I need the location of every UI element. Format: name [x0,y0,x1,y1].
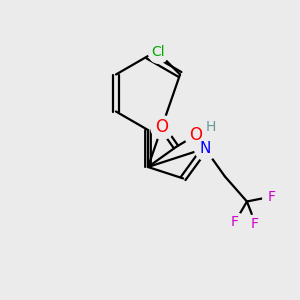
Text: O: O [190,126,202,144]
Text: Cl: Cl [151,46,165,59]
Text: N: N [199,141,211,156]
Text: F: F [251,217,259,230]
Text: F: F [231,214,239,229]
Text: F: F [268,190,276,203]
Text: H: H [206,120,216,134]
Text: O: O [155,118,169,136]
